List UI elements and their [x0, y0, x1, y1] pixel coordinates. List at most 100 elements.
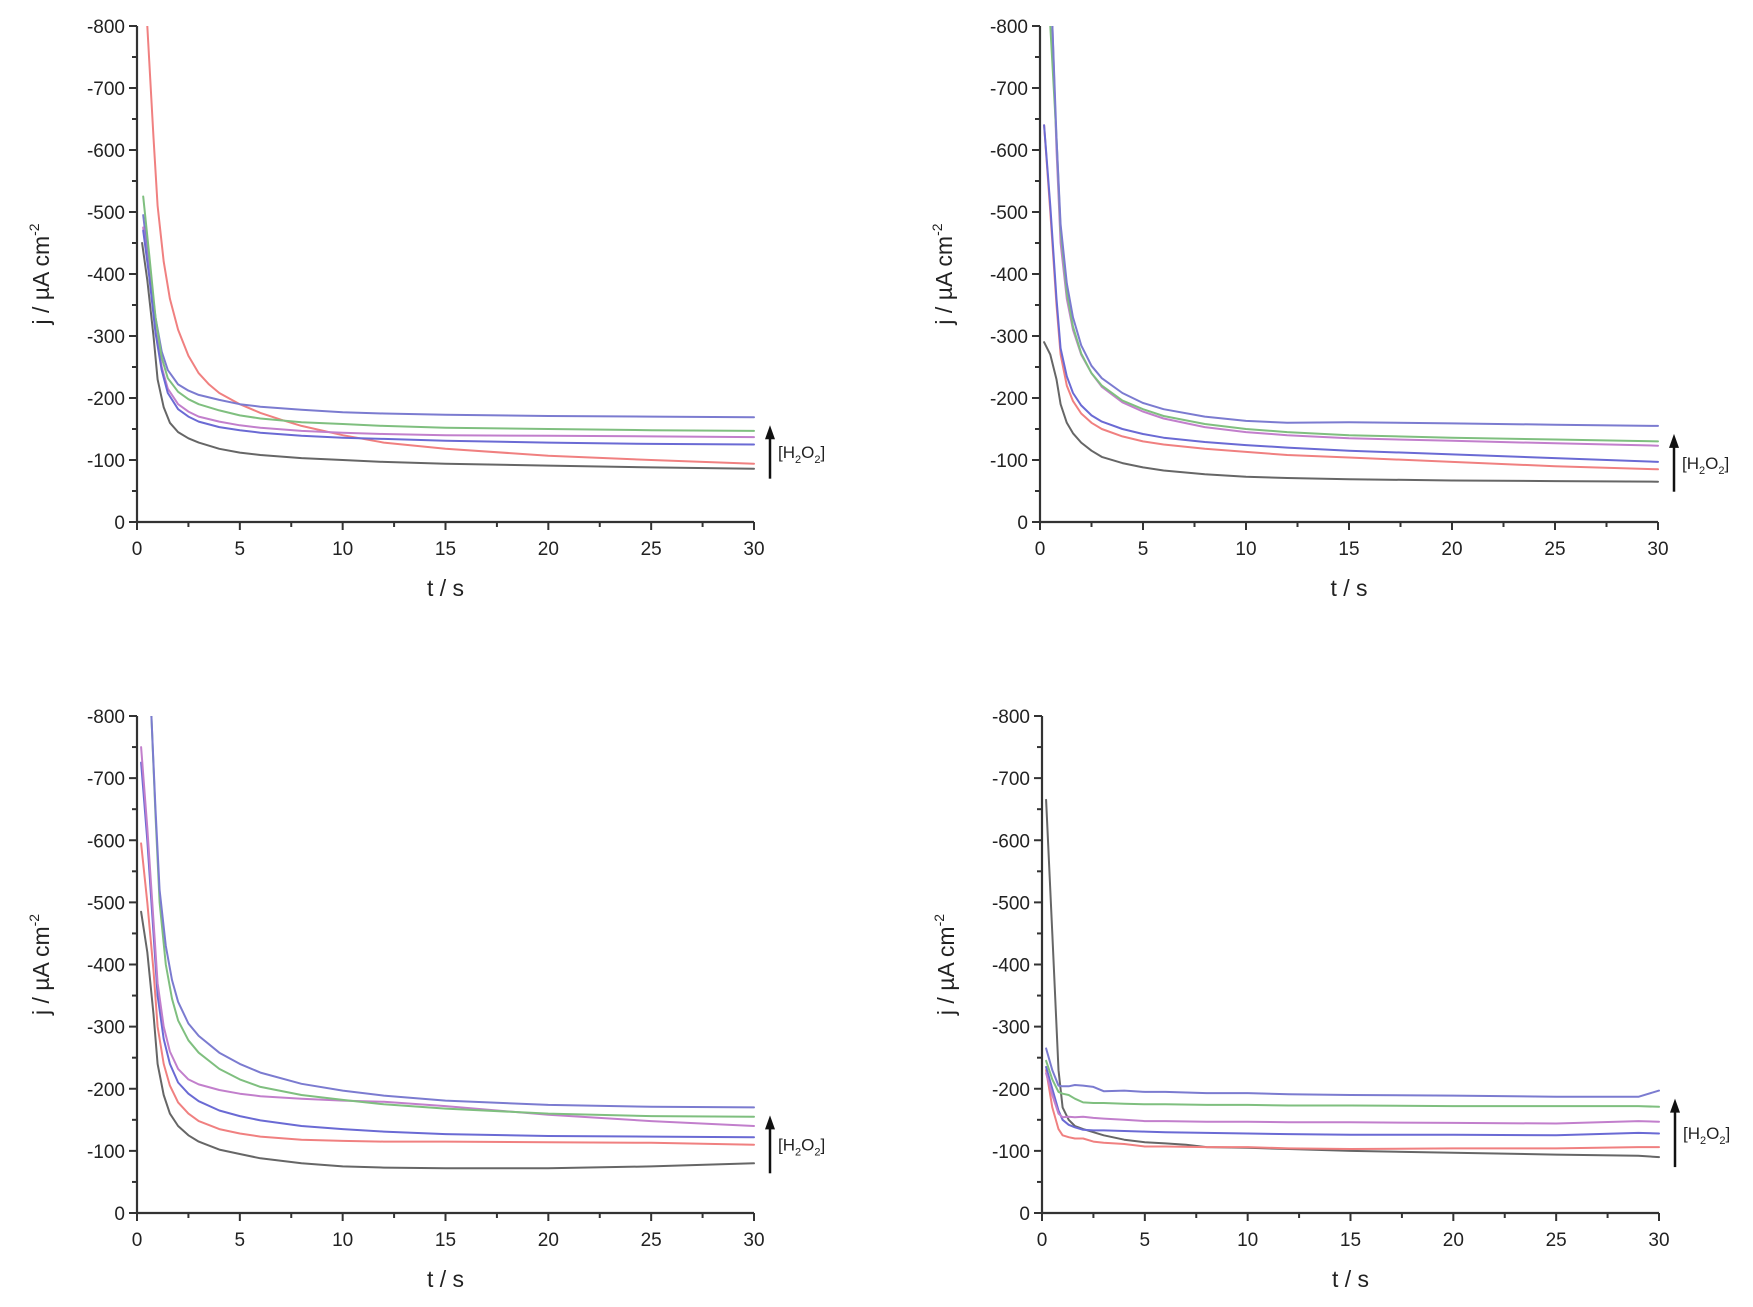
annotation-subscript: 2: [1699, 465, 1705, 477]
y-tick-label: -600: [87, 141, 125, 162]
y-tick-label: -800: [87, 17, 125, 38]
annotation-subscript: 2: [814, 1146, 820, 1158]
y-tick-label: 0: [114, 1204, 125, 1225]
x-tick-label: 20: [538, 1230, 559, 1251]
y-tick-label: -700: [990, 79, 1028, 100]
y-tick-label: -100: [990, 451, 1028, 472]
x-tick-label: 0: [132, 1230, 143, 1251]
x-axis-title: t / s: [1332, 1266, 1369, 1292]
x-tick-label: 5: [1138, 539, 1149, 560]
series-line-red: [1043, 124, 1659, 471]
y-axis-title: j / µA cm-2: [26, 914, 54, 1016]
annotation-part: [H: [778, 443, 795, 462]
x-tick-label: 10: [332, 539, 353, 560]
series-line-blue2: [1045, 1066, 1660, 1137]
annotation-subscript: 2: [795, 454, 801, 466]
x-axis-title: t / s: [1330, 575, 1367, 601]
series-line-magenta: [142, 226, 755, 439]
y-tick-label: 0: [1019, 1204, 1030, 1225]
y-tick-label: -200: [87, 1080, 125, 1101]
annotation-label: [H2O2]: [778, 443, 825, 466]
series-line-blue: [150, 716, 755, 1109]
y-tick-label: -200: [87, 389, 125, 410]
annotation-label: [H2O2]: [1683, 1124, 1730, 1147]
y-tick-label: -700: [87, 79, 125, 100]
x-tick-label: 25: [1544, 539, 1565, 560]
x-tick-label: 15: [1340, 1230, 1361, 1251]
y-axis-title-superscript: -2: [929, 223, 945, 236]
y-axis-title-main: j / µA cm: [931, 236, 957, 326]
y-axis-title: j / µA cm-2: [929, 223, 957, 325]
y-tick-label: 0: [114, 513, 125, 534]
y-tick-label: -600: [990, 141, 1028, 162]
x-tick-label: 0: [1035, 539, 1046, 560]
y-tick-label: -100: [87, 451, 125, 472]
x-tick-label: 15: [1338, 539, 1359, 560]
annotation-part: O: [1705, 454, 1718, 473]
arrow-up-icon: [765, 1115, 775, 1130]
y-tick-label: -300: [87, 327, 125, 348]
x-tick-label: 30: [743, 539, 764, 560]
y-tick-label: -400: [87, 265, 125, 286]
y-tick-label: -800: [87, 707, 125, 728]
x-axis-title: t / s: [427, 575, 464, 601]
series-line-blue: [142, 214, 755, 419]
y-tick-label: -700: [992, 769, 1030, 790]
series-line-black: [1043, 341, 1659, 483]
x-tick-label: 30: [1647, 539, 1668, 560]
x-tick-label: 20: [538, 539, 559, 560]
x-tick-label: 0: [132, 539, 143, 560]
x-tick-label: 10: [1237, 1230, 1258, 1251]
annotation-subscript: 2: [795, 1146, 801, 1158]
series-line-magenta: [1051, 26, 1659, 447]
y-tick-label: -500: [992, 893, 1030, 914]
series-line-blue: [1045, 1047, 1660, 1098]
y-tick-label: -800: [990, 17, 1028, 38]
y-tick-label: -300: [992, 1018, 1030, 1039]
y-axis-title-superscript: -2: [26, 223, 42, 236]
annotation-part: ]: [820, 443, 825, 462]
y-tick-label: -400: [990, 265, 1028, 286]
x-tick-label: 20: [1443, 1230, 1464, 1251]
x-tick-label: 10: [1235, 539, 1256, 560]
y-tick-label: -500: [87, 893, 125, 914]
annotation-part: ]: [1725, 1124, 1730, 1143]
y-tick-label: -100: [992, 1142, 1030, 1163]
chart-panel-bottom-right: 0 -100 -200 -300 -400 -500 -600 -700 -800 0 5 10 15 2…: [931, 707, 1730, 1292]
y-tick-label: 0: [1017, 513, 1028, 534]
arrow-up-icon: [1669, 433, 1679, 448]
annotation-part: O: [1706, 1124, 1719, 1143]
x-tick-label: 25: [641, 1230, 662, 1251]
series-line-blue2: [142, 229, 755, 446]
y-tick-label: -300: [990, 327, 1028, 348]
chart-panel-top-left: 0 -100 -200 -300 -400 -500 -600 -700 -800 0 5 10 15 2…: [26, 17, 825, 601]
y-axis-title: j / µA cm-2: [931, 914, 959, 1016]
x-tick-label: 0: [1037, 1230, 1048, 1251]
series-line-black: [1045, 798, 1660, 1159]
y-tick-label: -700: [87, 769, 125, 790]
y-tick-label: -300: [87, 1018, 125, 1039]
annotation-subscript: 2: [1718, 465, 1724, 477]
y-tick-label: -500: [87, 203, 125, 224]
x-tick-label: 25: [1546, 1230, 1567, 1251]
series-line-blue: [1051, 26, 1659, 427]
arrow-up-icon: [1670, 1098, 1680, 1113]
y-tick-label: -500: [990, 203, 1028, 224]
y-tick-label: -100: [87, 1142, 125, 1163]
series-line-blue2: [1043, 124, 1659, 463]
annotation-label: [H2O2]: [1682, 454, 1729, 477]
y-tick-label: -600: [87, 831, 125, 852]
annotation-part: [H: [1683, 1124, 1700, 1143]
y-tick-label: -800: [992, 707, 1030, 728]
y-tick-label: -600: [992, 831, 1030, 852]
series-line-red: [140, 842, 755, 1146]
x-tick-label: 25: [641, 539, 662, 560]
series-line-magenta: [1045, 1072, 1660, 1125]
annotation-subscript: 2: [814, 454, 820, 466]
series-line-blue2: [140, 761, 755, 1139]
y-axis-title-main: j / µA cm: [933, 926, 959, 1016]
x-tick-label: 20: [1441, 539, 1462, 560]
series-line-red: [1045, 1069, 1660, 1150]
chart-panel-bottom-left: 0 -100 -200 -300 -400 -500 -600 -700 -800 0 5 10 15 2…: [26, 707, 825, 1292]
